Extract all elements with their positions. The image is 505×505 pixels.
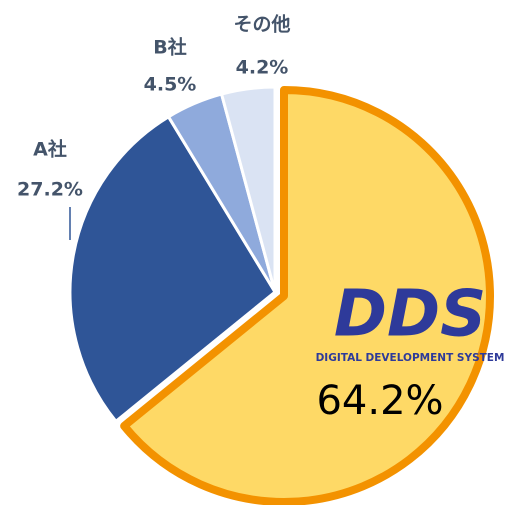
value-label: 4.5% — [144, 74, 197, 96]
pie-slice — [68, 115, 277, 423]
value-label: 27.2% — [17, 179, 83, 201]
pie-slice — [220, 85, 277, 294]
logo-title: DDS — [334, 278, 486, 352]
value-label: 64.2% — [316, 378, 443, 424]
pie-slice — [120, 86, 494, 505]
category-label: A社 — [33, 138, 67, 161]
logo-subtitle: DIGITAL DEVELOPMENT SYSTEM — [316, 352, 505, 364]
value-label: 4.2% — [236, 57, 289, 79]
category-label: B社 — [153, 36, 186, 59]
category-label: その他 — [233, 13, 290, 36]
